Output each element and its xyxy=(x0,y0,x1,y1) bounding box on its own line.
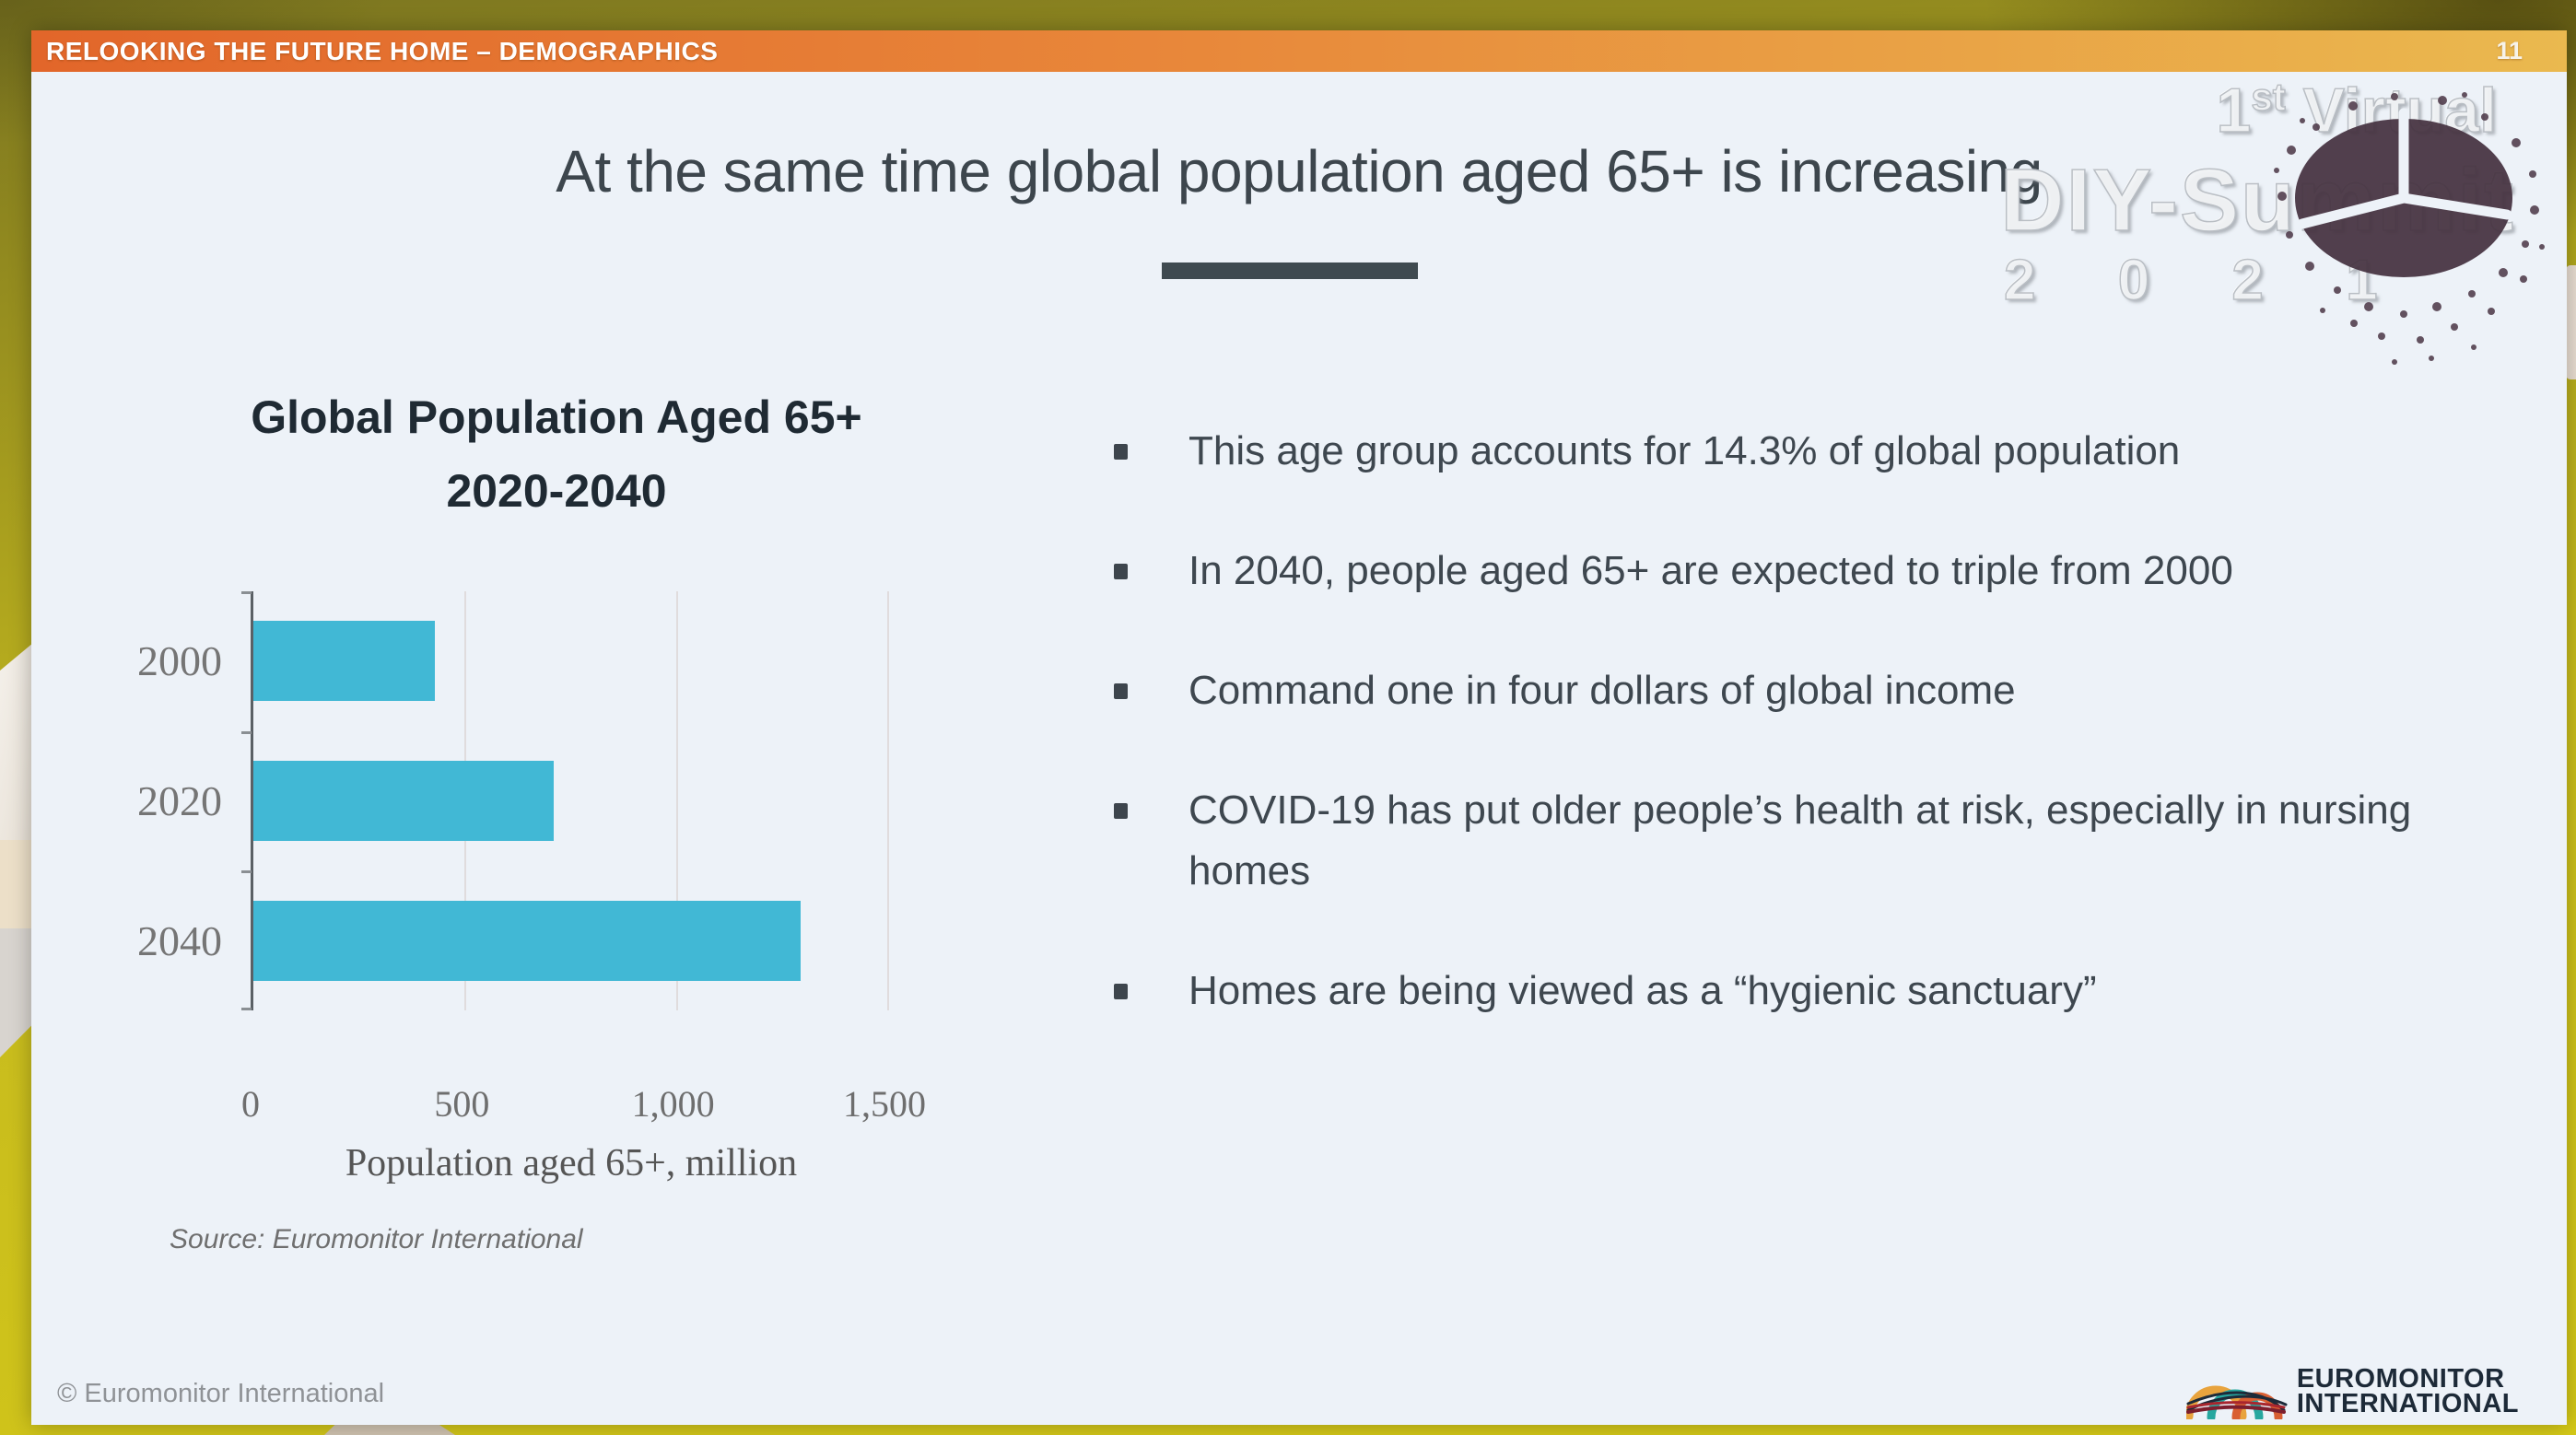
euromonitor-logo: EUROMONITOR INTERNATIONAL xyxy=(2185,1364,2519,1419)
x-tick-label: 0 xyxy=(241,1083,260,1125)
bar-2040 xyxy=(253,900,801,981)
gridline-1000 xyxy=(675,591,678,1010)
title-underline xyxy=(1162,262,1418,279)
y-axis-tick xyxy=(241,870,252,874)
euromonitor-logo-text: EUROMONITOR INTERNATIONAL xyxy=(2296,1364,2519,1418)
logo-line1: EUROMONITOR xyxy=(2296,1364,2505,1394)
logo-line2: INTERNATIONAL xyxy=(2296,1389,2519,1418)
y-axis-category-labels: 2000 2020 2040 xyxy=(121,591,222,1010)
gridline-1500 xyxy=(887,591,889,1010)
y-axis-tick xyxy=(241,730,252,734)
x-axis-labels: 0 500 1,000 1,500 xyxy=(241,1082,951,1128)
chart-source: Source: Euromonitor International xyxy=(170,1224,583,1254)
bullet-item: Homes are being viewed as a “hygienic sa… xyxy=(1114,961,2451,1021)
bar-2020 xyxy=(253,761,554,841)
y-axis-tick xyxy=(241,1008,252,1010)
x-tick-label: 1,500 xyxy=(843,1083,926,1125)
slide-title: At the same time global population aged … xyxy=(556,138,2043,204)
x-axis-title: Population aged 65+, million xyxy=(345,1142,798,1184)
background-object-bottom xyxy=(324,1425,455,1435)
slide-header-title: RELOOKING THE FUTURE HOME – DEMOGRAPHICS xyxy=(46,37,719,65)
chart-title: Global Population Aged 65+ 2020-2040 xyxy=(142,380,971,528)
footer-copyright: © Euromonitor International xyxy=(57,1379,385,1408)
category-label: 2040 xyxy=(137,916,222,964)
bar-chart: Global Population Aged 65+ 2020-2040 200… xyxy=(31,30,2567,1425)
bullet-item: COVID-19 has put older people’s health a… xyxy=(1114,780,2451,902)
y-axis-tick xyxy=(241,591,252,594)
euromonitor-arches-icon xyxy=(2185,1385,2288,1419)
background-object-left-tan xyxy=(0,840,33,928)
slide-header-bar: RELOOKING THE FUTURE HOME – DEMOGRAPHICS… xyxy=(31,30,2567,72)
x-tick-label: 500 xyxy=(434,1083,490,1125)
category-label: 2000 xyxy=(137,637,222,685)
presentation-slide: RELOOKING THE FUTURE HOME – DEMOGRAPHICS… xyxy=(31,30,2567,1425)
bullet-item: This age group accounts for 14.3% of glo… xyxy=(1114,421,2451,482)
x-tick-label: 1,000 xyxy=(631,1083,715,1125)
background-object-right xyxy=(2566,265,2576,379)
page-number: 11 xyxy=(2496,37,2523,64)
plot-area xyxy=(241,591,898,1010)
bullet-list: This age group accounts for 14.3% of glo… xyxy=(1114,421,2459,1080)
background-object-left xyxy=(0,643,33,840)
category-label: 2020 xyxy=(137,776,222,824)
chart-title-line2: 2020-2040 xyxy=(446,465,667,517)
bullet-item: In 2040, people aged 65+ are expected to… xyxy=(1114,541,2451,601)
bar-2000 xyxy=(253,621,436,702)
bullet-item: Command one in four dollars of global in… xyxy=(1114,660,2451,721)
chart-title-line1: Global Population Aged 65+ xyxy=(251,391,862,443)
